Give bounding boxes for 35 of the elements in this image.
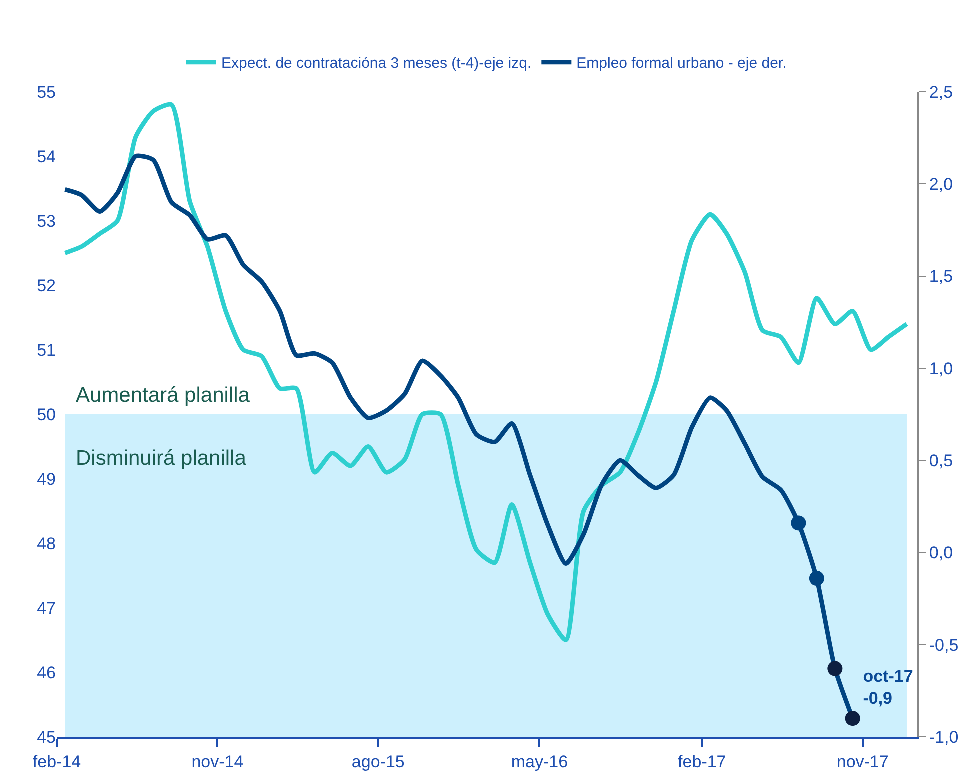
y2-tick-label: 2,5 [929,82,954,102]
y2-tick-label: 1,0 [929,359,954,378]
legend-label: Expect. de contratacióna 3 meses (t-4)-eje izq. [222,55,532,72]
annotation: Disminuirá planilla [76,447,247,470]
y2-tick-label: 2,0 [929,175,954,194]
legend-label: Empleo formal urbano - eje der. [576,55,787,72]
line-series [62,102,910,642]
x-tick-label: nov-14 [192,752,244,772]
x-tick-label: may-16 [511,752,568,772]
y-tick-label: 49 [37,470,56,489]
x-tick-label: feb-14 [32,752,82,772]
data-label: oct-17 -0,9 [863,666,914,708]
y2-tick-label: 1,5 [929,267,954,286]
y-tick-label: 55 [37,82,56,102]
x-tick-label: nov-17 [836,752,889,772]
y-tick-label: 52 [37,276,56,296]
point [828,661,843,676]
y2-tick-label: -0,5 [929,636,959,655]
annotation: Aumentará planilla [76,384,250,407]
y-tick-label: 47 [37,598,56,618]
y2-tick-label: 0,5 [929,452,954,471]
y-tick-label: 45 [37,728,56,747]
x-tick-label: feb-17 [678,752,726,772]
y2-tick-label: 0,0 [929,544,954,563]
y2-tick-label: -1,0 [929,728,959,747]
y-tick-label: 46 [37,663,56,682]
point [809,571,824,586]
y-tick-label: 53 [37,212,56,231]
x-tick-label: ago-15 [352,752,405,772]
y-tick-label: 48 [37,534,56,554]
y-tick-label: 50 [37,405,56,424]
point [845,711,860,726]
point [791,516,806,531]
y-tick-label: 51 [37,340,56,360]
y-tick-label: 54 [37,147,56,166]
